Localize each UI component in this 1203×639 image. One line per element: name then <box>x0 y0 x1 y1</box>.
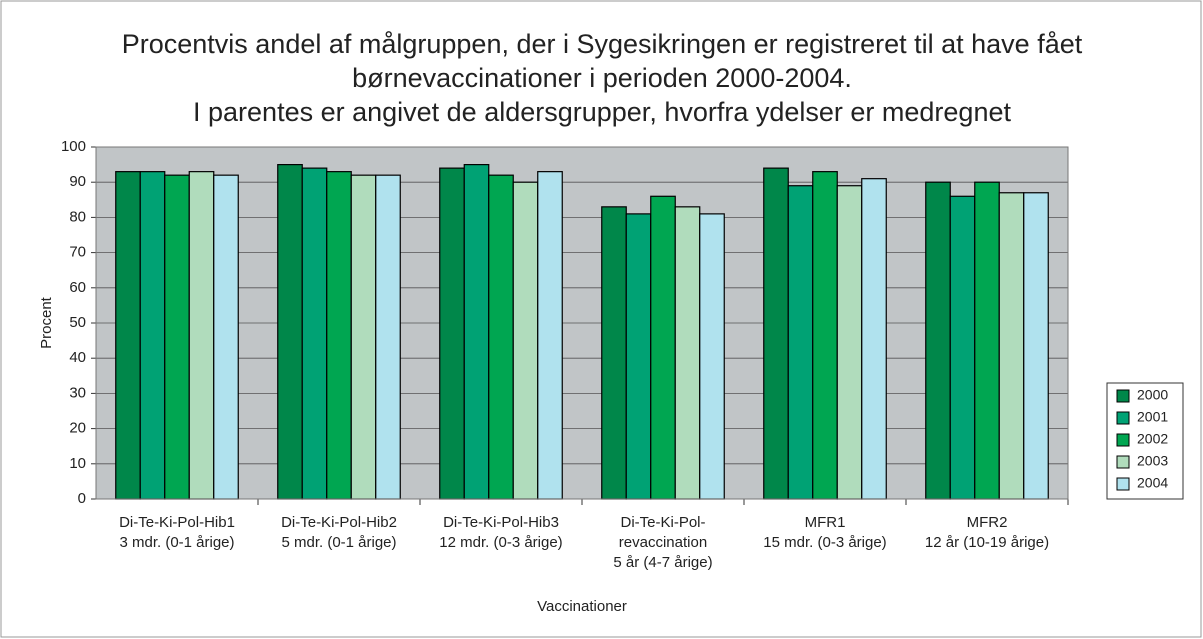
legend-label: 2003 <box>1137 453 1168 469</box>
bar <box>139 171 166 500</box>
bar <box>439 167 465 500</box>
legend-swatch <box>1116 389 1130 403</box>
x-tick-label: MFR1 <box>805 514 846 531</box>
bar <box>625 213 652 500</box>
bar <box>699 213 725 500</box>
y-tick-label: 50 <box>69 314 86 331</box>
x-tick-label: Di-Te-Ki-Pol-Hib1 <box>119 514 235 531</box>
x-tick-label: 5 år (4-7 årige) <box>613 554 712 571</box>
y-tick-label: 10 <box>69 455 86 472</box>
y-tick-label: 100 <box>61 138 86 155</box>
bar <box>674 206 701 500</box>
bar <box>277 164 303 500</box>
bar <box>463 164 490 500</box>
bar <box>537 171 563 500</box>
x-tick-label: Di-Te-Ki-Pol-Hib2 <box>281 514 397 531</box>
legend-label: 2001 <box>1137 409 1168 425</box>
bar <box>512 181 539 500</box>
bar <box>301 167 328 500</box>
y-tick-label: 90 <box>69 173 86 190</box>
bar <box>812 171 838 500</box>
bar <box>763 167 789 500</box>
chart-title: Procentvis andel af målgruppen, der i Sy… <box>122 29 1083 59</box>
bar <box>188 171 215 500</box>
y-tick-label: 40 <box>69 349 86 366</box>
y-axis-title: Procent <box>38 296 55 349</box>
bar <box>974 181 1000 500</box>
y-tick-label: 70 <box>69 244 86 261</box>
bar <box>213 174 239 500</box>
bar <box>650 195 676 500</box>
legend-swatch <box>1116 433 1130 447</box>
y-tick-label: 60 <box>69 279 86 296</box>
x-tick-label: MFR2 <box>967 514 1008 531</box>
bar <box>787 185 814 500</box>
y-tick-label: 0 <box>78 490 86 507</box>
bar <box>949 195 976 500</box>
legend-swatch <box>1116 455 1130 469</box>
bar <box>925 181 951 500</box>
x-tick-label: 5 mdr. (0-1 årige) <box>281 534 396 551</box>
y-tick-label: 20 <box>69 420 86 437</box>
bar <box>861 178 887 500</box>
x-tick-label: 15 mdr. (0-3 årige) <box>763 534 886 551</box>
bar <box>1023 192 1049 500</box>
plot-border <box>95 146 1069 500</box>
legend-label: 2004 <box>1137 475 1168 491</box>
bar <box>326 171 352 500</box>
y-tick-label: 30 <box>69 384 86 401</box>
bar <box>836 185 863 500</box>
bar <box>375 174 401 500</box>
x-tick-label: Di-Te-Ki-Pol- <box>620 514 705 531</box>
legend-label: 2002 <box>1137 431 1168 447</box>
x-tick-label: 12 mdr. (0-3 årige) <box>439 534 562 551</box>
x-tick-label: Di-Te-Ki-Pol-Hib3 <box>443 514 559 531</box>
y-tick-label: 80 <box>69 208 86 225</box>
bar <box>998 192 1025 500</box>
x-tick-label: revaccination <box>619 534 707 551</box>
bar <box>601 206 627 500</box>
legend-swatch <box>1116 477 1130 491</box>
x-axis-title: Vaccinationer <box>537 598 627 615</box>
bar <box>164 174 190 500</box>
x-tick-label: 3 mdr. (0-1 årige) <box>119 534 234 551</box>
bar <box>488 174 514 500</box>
chart-title: I parentes er angivet de aldersgrupper, … <box>193 97 1011 127</box>
chart-title: børnevaccinationer i perioden 2000-2004. <box>352 63 852 93</box>
legend-swatch <box>1116 411 1130 425</box>
x-tick-label: 12 år (10-19 årige) <box>925 534 1049 551</box>
bar <box>115 171 141 500</box>
legend-label: 2000 <box>1137 387 1168 403</box>
bar <box>350 174 377 500</box>
